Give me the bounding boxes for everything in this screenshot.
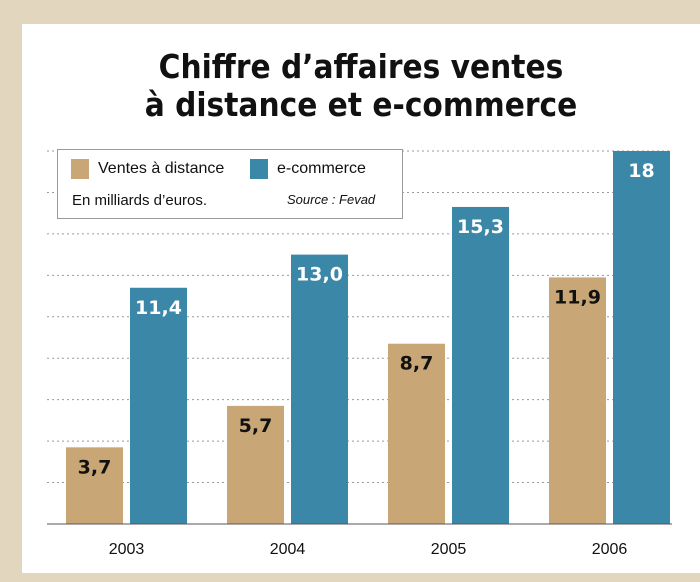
x-tick-labels: 2003 2004 2005 2006 bbox=[109, 541, 628, 558]
bar-ventes-a-distance-2003 bbox=[66, 447, 123, 524]
x-tick-label-2004: 2004 bbox=[270, 541, 306, 558]
bar-ventes-a-distance-2004 bbox=[227, 405, 284, 524]
source-note: Source : Fevad bbox=[287, 192, 376, 207]
data-label-ventes-a-distance-2004: 5,7 bbox=[239, 415, 273, 437]
data-label-e-commerce-2005: 15,3 bbox=[457, 216, 504, 238]
data-label-ventes-a-distance-2006: 11,9 bbox=[554, 286, 601, 308]
legend-swatch-ventes-a-distance bbox=[71, 159, 89, 179]
x-tick-label-2003: 2003 bbox=[109, 541, 145, 558]
legend-item-ventes-a-distance: Ventes à distance bbox=[71, 159, 224, 179]
bar-e-commerce-2006 bbox=[613, 151, 670, 524]
legend-label-e-commerce: e-commerce bbox=[277, 160, 366, 177]
unit-note: En milliards d’euros. bbox=[72, 192, 208, 209]
bars: 3,7 11,4 5,7 13,0 8,7 15,3 11,9 18 bbox=[66, 151, 670, 524]
legend-label-ventes-a-distance: Ventes à distance bbox=[98, 160, 225, 177]
data-label-ventes-a-distance-2005: 8,7 bbox=[400, 353, 434, 375]
bar-e-commerce-2005 bbox=[452, 206, 509, 524]
chart-title-line-2: à distance et e-commerce bbox=[144, 85, 578, 124]
legend: Ventes à distance e-commerce En milliard… bbox=[57, 149, 403, 219]
chart-title: Chiffre d’affaires ventes à distance et … bbox=[56, 48, 666, 124]
legend-swatch-e-commerce bbox=[250, 159, 268, 179]
data-label-e-commerce-2006: 18 bbox=[628, 160, 654, 182]
legend-item-e-commerce: e-commerce bbox=[250, 159, 366, 179]
x-tick-label-2005: 2005 bbox=[431, 541, 467, 558]
chart-title-line-1: Chiffre d’affaires ventes bbox=[158, 47, 564, 86]
bar-e-commerce-2004 bbox=[291, 254, 348, 524]
data-label-e-commerce-2004: 13,0 bbox=[296, 264, 343, 286]
bar-ventes-a-distance-2005 bbox=[388, 343, 445, 524]
data-label-ventes-a-distance-2003: 3,7 bbox=[78, 456, 112, 478]
x-tick-label-2006: 2006 bbox=[592, 541, 628, 558]
bar-ventes-a-distance-2006 bbox=[549, 277, 606, 524]
data-label-e-commerce-2003: 11,4 bbox=[135, 297, 182, 319]
bar-e-commerce-2003 bbox=[130, 287, 187, 524]
